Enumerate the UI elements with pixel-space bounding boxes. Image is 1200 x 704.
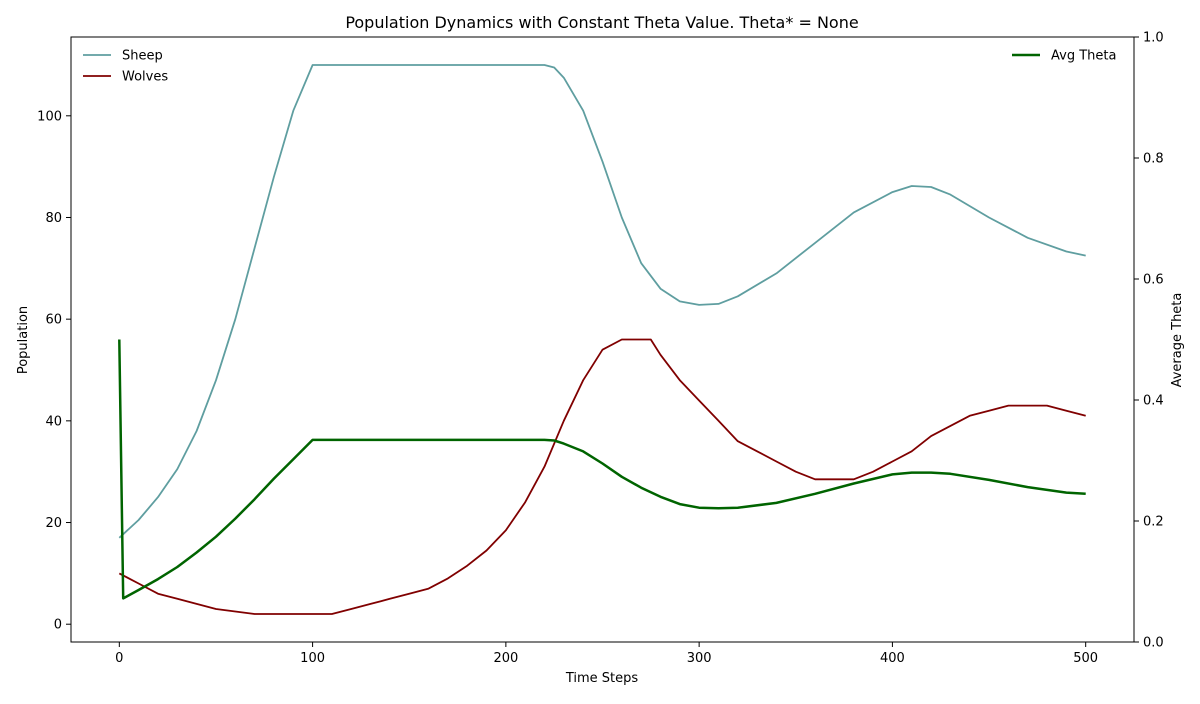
left-y-tick-label: 40 <box>45 414 62 429</box>
right-y-tick-label: 0.0 <box>1143 636 1164 651</box>
legend-right: Avg Theta <box>1012 49 1116 64</box>
legend-label: Sheep <box>122 49 163 64</box>
legend-label: Wolves <box>122 70 168 85</box>
x-tick-label: 0 <box>115 651 123 666</box>
left-y-tick-label: 60 <box>45 313 62 328</box>
x-tick-label: 300 <box>687 651 712 666</box>
left-y-tick-label: 100 <box>37 109 62 124</box>
series-layer <box>118 64 1086 615</box>
plot-frame <box>70 36 1135 643</box>
right-y-tick-label: 0.2 <box>1143 515 1164 530</box>
left-y-tick-label: 20 <box>45 516 62 531</box>
series-line-sheep <box>118 64 1086 539</box>
legend-label: Avg Theta <box>1051 49 1116 64</box>
right-y-tick-label: 0.6 <box>1143 273 1164 288</box>
left-y-axis-ticks: 0 20 40 60 80 100 <box>37 109 71 633</box>
left-y-tick-label: 0 <box>54 618 62 633</box>
right-y-axis-label: Average Theta <box>1170 293 1185 388</box>
series-line-avg-theta <box>118 339 1086 600</box>
x-axis-label: Time Steps <box>565 671 639 686</box>
right-y-tick-label: 0.4 <box>1143 394 1164 409</box>
right-y-tick-label: 1.0 <box>1143 31 1164 46</box>
right-y-tick-label: 0.8 <box>1143 152 1164 167</box>
left-y-axis-label: Population <box>16 306 31 374</box>
chart-title: Population Dynamics with Constant Theta … <box>345 13 858 32</box>
x-axis-ticks: 0 100 200 300 400 500 <box>115 642 1098 666</box>
left-y-tick-label: 80 <box>45 211 62 226</box>
x-tick-label: 100 <box>300 651 325 666</box>
legend-left: Sheep Wolves <box>83 49 168 85</box>
x-tick-label: 200 <box>493 651 518 666</box>
x-tick-label: 400 <box>880 651 905 666</box>
x-tick-label: 500 <box>1073 651 1098 666</box>
series-line-wolves <box>118 338 1086 615</box>
right-y-axis-ticks: 0.0 0.2 0.4 0.6 0.8 1.0 <box>1134 31 1164 651</box>
